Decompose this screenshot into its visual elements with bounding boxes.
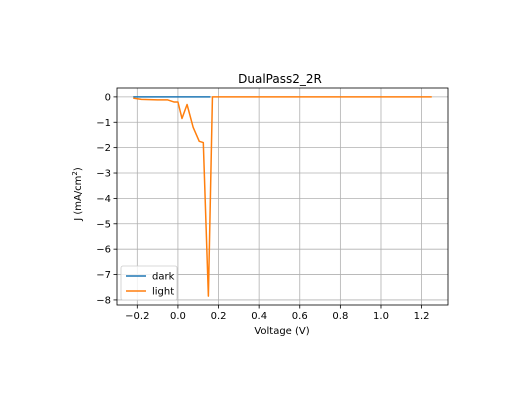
x-tick-label: 0.6: [292, 311, 308, 322]
series-group: [133, 96, 432, 297]
x-tick-label: 0.4: [251, 311, 267, 322]
x-axis-label: Voltage (V): [254, 326, 309, 337]
y-axis: 0 −1 −2 −3 −4 −5 −6 −7 −8: [96, 92, 117, 306]
y-tick-label: −7: [96, 270, 111, 281]
y-tick-label: −2: [96, 143, 111, 154]
y-tick-label: −3: [96, 169, 111, 180]
y-axis-label-superscript: 2: [71, 171, 79, 175]
chart-title: DualPass2_2R: [238, 72, 322, 86]
y-tick-label: −1: [96, 118, 111, 129]
legend: dark light: [120, 265, 178, 301]
x-tick-label: 0.0: [170, 311, 186, 322]
x-axis: −0.2 0.0 0.2 0.4 0.6 0.8 1.0 1.2: [125, 305, 430, 322]
y-tick-label: −6: [96, 245, 111, 256]
y-tick-label: −5: [96, 219, 111, 230]
x-tick-label: 1.0: [373, 311, 389, 322]
series-line-light: [133, 96, 432, 297]
y-axis-label-main: J (mA/cm: [73, 176, 84, 222]
legend-label-dark: dark: [152, 272, 175, 283]
y-axis-label-close: ): [73, 167, 84, 171]
x-tick-label: −0.2: [125, 311, 149, 322]
y-tick-label: −4: [96, 194, 111, 205]
x-tick-label: 1.2: [414, 311, 430, 322]
y-tick-label: −8: [96, 295, 111, 306]
y-tick-label: 0: [105, 92, 111, 103]
x-tick-label: 0.2: [211, 311, 227, 322]
plot-frame: [116, 87, 449, 306]
x-tick-label: 0.8: [332, 311, 348, 322]
y-axis-label: J (mA/cm2): [71, 167, 84, 222]
legend-label-light: light: [152, 287, 174, 298]
